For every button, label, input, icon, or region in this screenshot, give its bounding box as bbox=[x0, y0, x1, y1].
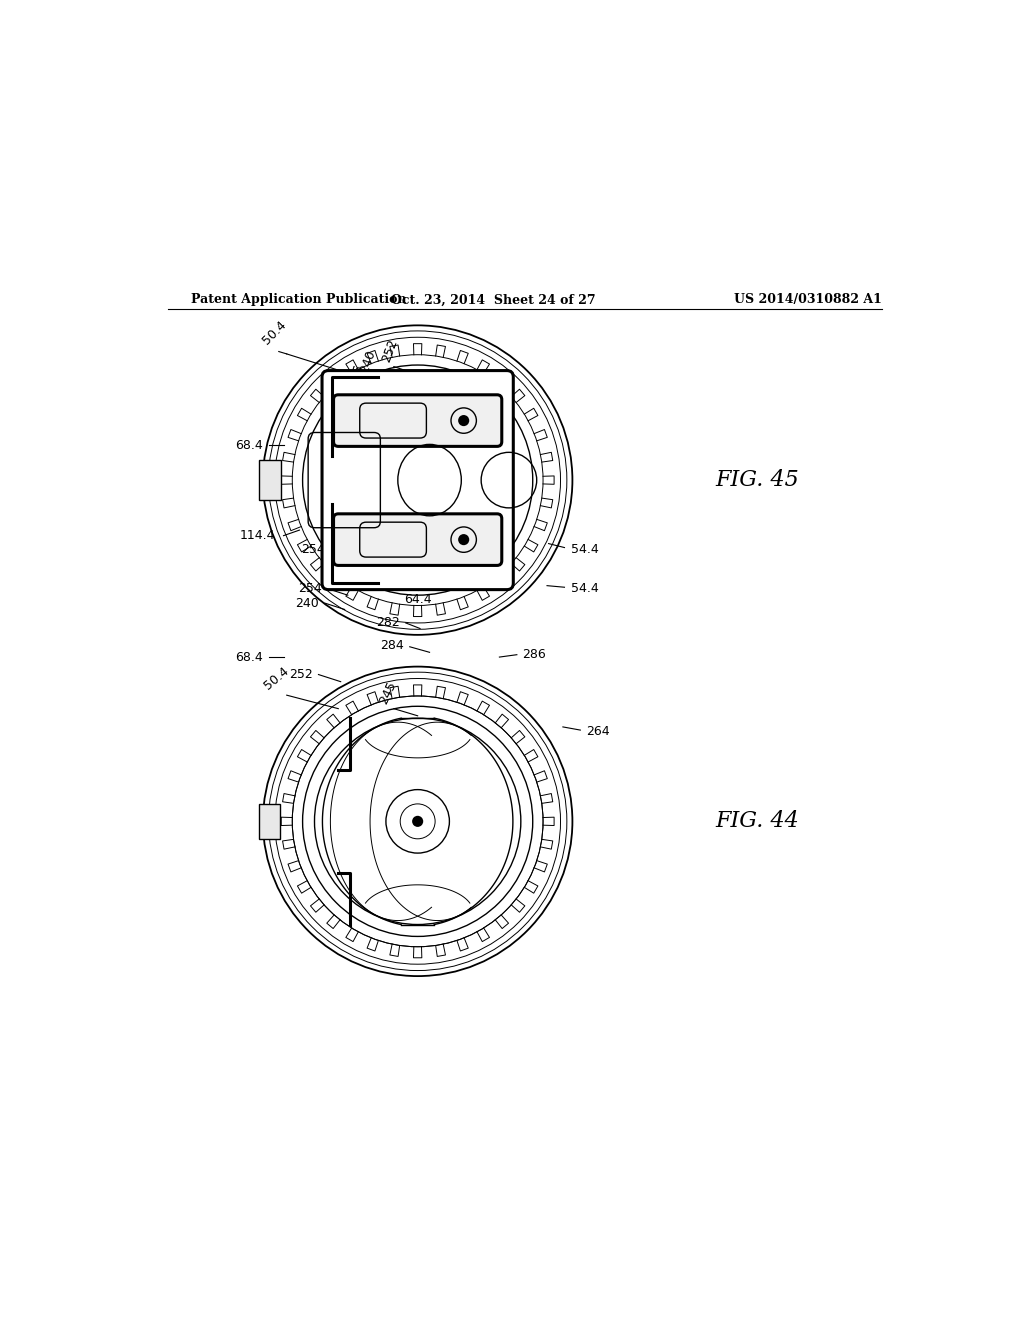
Circle shape bbox=[412, 816, 423, 826]
Text: 54.4: 54.4 bbox=[570, 582, 599, 595]
FancyBboxPatch shape bbox=[322, 371, 513, 590]
Text: 56.4: 56.4 bbox=[344, 570, 372, 583]
Text: 240: 240 bbox=[357, 348, 378, 375]
Text: 64.4: 64.4 bbox=[403, 593, 431, 606]
Text: Patent Application Publication: Patent Application Publication bbox=[191, 293, 407, 306]
FancyBboxPatch shape bbox=[259, 461, 282, 500]
Text: 245: 245 bbox=[345, 362, 366, 389]
Text: 262: 262 bbox=[369, 486, 392, 499]
Text: 286: 286 bbox=[522, 648, 546, 661]
Text: 252: 252 bbox=[289, 668, 313, 681]
Text: 68.4: 68.4 bbox=[236, 438, 263, 451]
Circle shape bbox=[458, 535, 469, 545]
Circle shape bbox=[458, 414, 469, 426]
Text: Oct. 23, 2014  Sheet 24 of 27: Oct. 23, 2014 Sheet 24 of 27 bbox=[391, 293, 595, 306]
Text: 272: 272 bbox=[471, 492, 495, 504]
Text: FIG. 45: FIG. 45 bbox=[715, 469, 799, 491]
Text: 50.4: 50.4 bbox=[261, 664, 291, 692]
FancyBboxPatch shape bbox=[259, 804, 280, 838]
Text: 282: 282 bbox=[377, 616, 400, 630]
Text: 54.4: 54.4 bbox=[570, 543, 599, 556]
Text: 284: 284 bbox=[381, 639, 404, 652]
Text: 270: 270 bbox=[486, 463, 511, 477]
Text: 50.4: 50.4 bbox=[260, 318, 289, 347]
FancyBboxPatch shape bbox=[334, 513, 502, 565]
Text: 252: 252 bbox=[380, 338, 400, 364]
Text: 56.4: 56.4 bbox=[355, 557, 384, 570]
Text: 114.4: 114.4 bbox=[240, 529, 275, 543]
Text: 64.4: 64.4 bbox=[412, 577, 439, 590]
Text: 68.4: 68.4 bbox=[236, 651, 263, 664]
Text: US 2014/0310882 A1: US 2014/0310882 A1 bbox=[734, 293, 882, 306]
Text: FIG. 44: FIG. 44 bbox=[715, 810, 799, 833]
Text: 245: 245 bbox=[378, 680, 399, 706]
FancyBboxPatch shape bbox=[334, 395, 502, 446]
Text: 254: 254 bbox=[298, 582, 322, 595]
Text: 254: 254 bbox=[301, 543, 325, 556]
Circle shape bbox=[314, 718, 521, 924]
Text: 240: 240 bbox=[295, 597, 318, 610]
Text: 264: 264 bbox=[586, 725, 609, 738]
